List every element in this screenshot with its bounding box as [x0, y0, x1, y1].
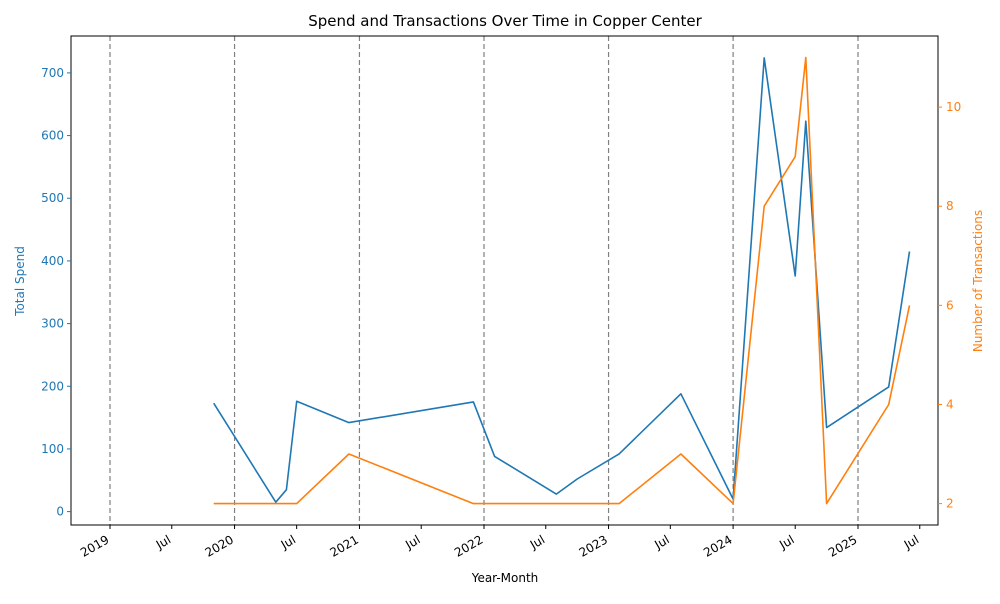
- total-spend-line: [213, 57, 911, 504]
- y-left-tick-label: 200: [41, 379, 64, 393]
- series-lines: [213, 56, 911, 505]
- x-tick-label: Jul: [776, 532, 796, 552]
- y-right-tick-label: 10: [946, 100, 961, 114]
- y-left-tick-label: 700: [41, 66, 64, 80]
- year-lines: [109, 36, 859, 525]
- x-axis-label: Year-Month: [471, 571, 539, 585]
- x-tick-label: Jul: [901, 532, 921, 552]
- y-right-tick-label: 2: [946, 497, 954, 511]
- x-tick-label: Jul: [402, 532, 422, 552]
- y-axis-right: 2 4 6 8 10: [938, 100, 961, 511]
- y-right-tick-label: 4: [946, 397, 954, 411]
- y-left-tick-label: 100: [41, 442, 64, 456]
- x-tick-label: Jul: [651, 532, 671, 552]
- y-left-tick-label: 0: [56, 505, 64, 519]
- x-tick-label: Jul: [527, 532, 547, 552]
- y-right-tick-label: 6: [946, 298, 954, 312]
- y-axis-right-label: Number of Transactions: [971, 210, 985, 352]
- y-axis-left-label: Total Spend: [13, 246, 27, 317]
- x-tick-label: Jul: [153, 532, 173, 552]
- transactions-line: [213, 56, 911, 505]
- chart-title: Spend and Transactions Over Time in Copp…: [308, 12, 702, 30]
- y-axis-left: 0 100 200 300 400 500 600 700: [41, 66, 71, 519]
- y-right-tick-label: 8: [946, 199, 954, 213]
- y-left-tick-label: 600: [41, 129, 64, 143]
- plot-frame: [70, 35, 939, 526]
- y-left-tick-label: 400: [41, 254, 64, 268]
- y-left-tick-label: 500: [41, 191, 64, 205]
- x-tick-label: Jul: [278, 532, 298, 552]
- y-left-tick-label: 300: [41, 317, 64, 331]
